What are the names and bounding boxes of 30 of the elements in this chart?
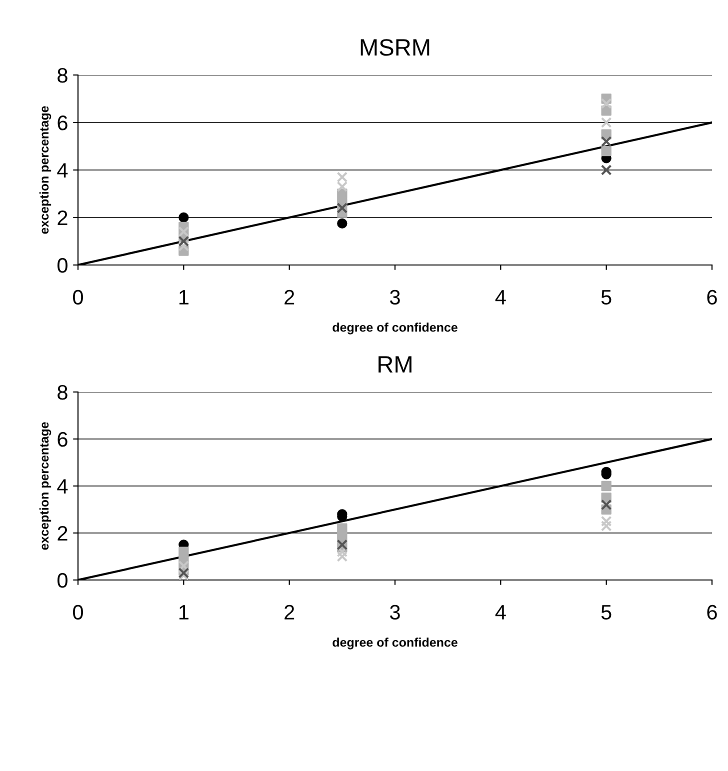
y-tick-label: 8: [58, 385, 68, 400]
x-tick-label: 5: [601, 290, 612, 305]
x-tick-label: 3: [390, 604, 400, 620]
x-tick-label: 4: [495, 290, 506, 304]
y-tick-label: 4: [57, 479, 68, 494]
y-tick-label: 2: [58, 526, 68, 541]
x-tick-label: 6: [707, 604, 717, 620]
y-tick-label: 6: [58, 432, 68, 447]
y-axis-title: exception percentage: [39, 106, 52, 234]
y-tick-label: 6: [58, 116, 68, 130]
y-tick-label: 8: [58, 68, 68, 83]
x-axis-title: degree of confidence: [332, 322, 458, 334]
y-tick-label: 0: [58, 258, 68, 273]
x-tick-label: 6: [707, 290, 717, 305]
x-tick-label: 1: [179, 605, 188, 620]
chart-title: RM: [378, 356, 412, 373]
x-tick-label: 5: [601, 605, 612, 620]
x-axis-title: degree of confidence: [332, 638, 458, 650]
x-tick-label: 0: [73, 290, 83, 305]
y-axis-title: exception percentage: [39, 422, 52, 550]
x-tick-label: 4: [495, 605, 506, 620]
x-tick-label: 2: [284, 290, 294, 304]
x-tick-label: 0: [73, 604, 83, 620]
y-tick-label: 2: [58, 210, 68, 226]
y-tick-label: 0: [58, 573, 68, 588]
chart-title: MSRM: [360, 39, 430, 56]
y-tick-label: 4: [57, 163, 68, 178]
x-tick-label: 2: [284, 604, 294, 620]
x-tick-label: 3: [390, 290, 400, 305]
x-tick-label: 1: [179, 290, 188, 304]
